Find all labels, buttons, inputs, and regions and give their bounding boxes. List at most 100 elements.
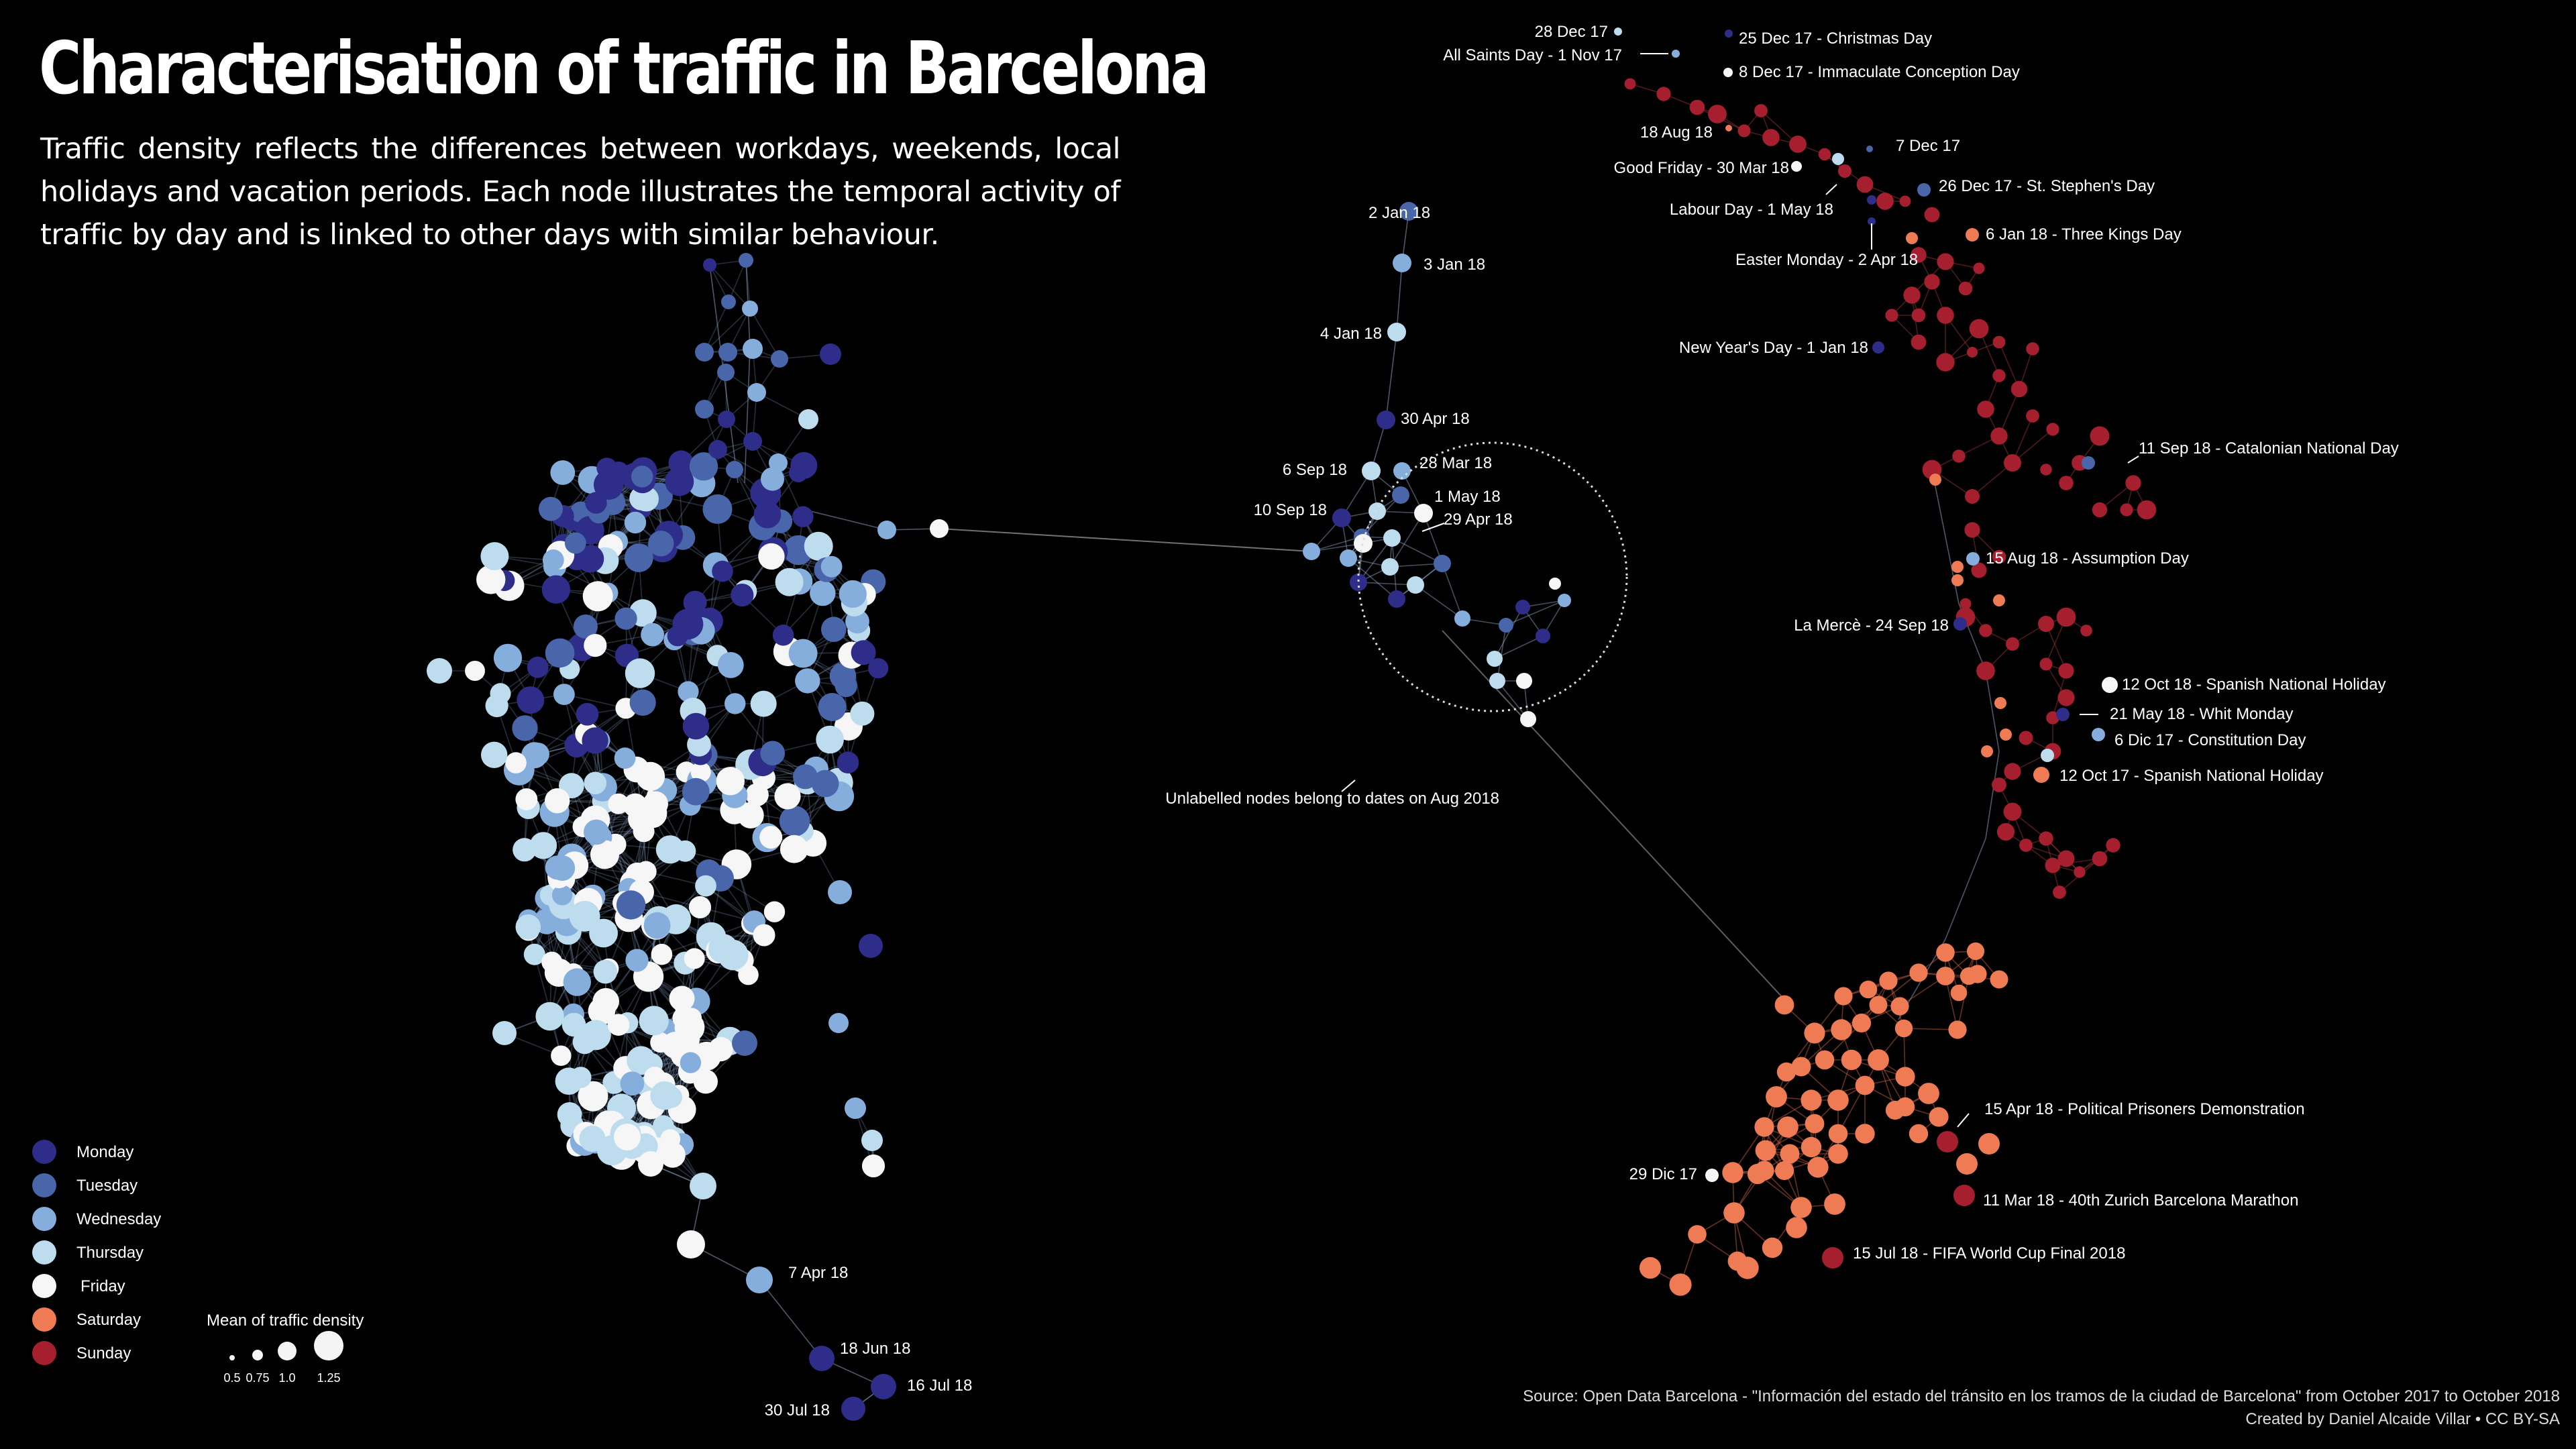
node-sunday <box>1656 87 1671 101</box>
node-sunday <box>2137 500 2157 520</box>
node-saturday <box>1774 1161 1794 1181</box>
node-friday <box>623 793 647 818</box>
node-friday <box>661 1032 689 1059</box>
node-friday <box>681 1008 702 1028</box>
node-wednesday <box>563 968 591 996</box>
node-wednesday <box>788 639 818 668</box>
node-tuesday <box>631 466 653 488</box>
node-sunday <box>2026 409 2039 423</box>
node-sunday <box>1789 136 1807 153</box>
node-sunday <box>2057 689 2075 706</box>
node-sunday <box>1958 281 1973 296</box>
node-sunday <box>2057 850 2075 867</box>
size-legend-circle <box>278 1342 297 1360</box>
node-label: 7 Apr 18 <box>788 1264 848 1282</box>
node-wednesday <box>743 339 763 359</box>
node-monday <box>712 560 733 582</box>
node-wednesday <box>769 453 788 472</box>
node-monday <box>703 258 716 272</box>
node-thursday <box>481 741 508 769</box>
node-saturday <box>1801 1089 1822 1111</box>
node-saturday <box>1894 1019 1913 1038</box>
node-saturday <box>1869 996 1888 1014</box>
legend-label: Saturday <box>76 1311 141 1329</box>
node-thursday <box>580 1020 611 1051</box>
node-friday <box>1549 578 1561 590</box>
node-thursday <box>593 959 618 984</box>
node-thursday <box>535 1002 564 1031</box>
legend: Monday Tuesday Wednesday Thursday Friday Satu… <box>32 1140 364 1385</box>
node-friday <box>745 783 769 806</box>
node-wednesday <box>810 580 836 606</box>
node-sunday <box>1992 777 2006 792</box>
node-wednesday <box>1303 543 1320 560</box>
node-saturday <box>1951 561 1964 573</box>
size-legend-title: Mean of traffic density <box>207 1311 364 1330</box>
page-subtitle: Traffic density reflects the differences… <box>40 132 1121 252</box>
node-tuesday <box>614 607 637 630</box>
node-friday <box>930 519 949 538</box>
node-saturday <box>1824 1193 1845 1215</box>
node-tuesday <box>779 806 810 837</box>
node-saturday <box>1804 1022 1825 1044</box>
node-tuesday <box>695 400 714 419</box>
node-friday <box>614 1124 641 1150</box>
node-saturday <box>1978 1133 2000 1155</box>
node-saturday <box>1994 697 2006 709</box>
node-sunday <box>1885 309 1898 322</box>
node-thursday <box>639 1006 669 1036</box>
node-sunday <box>1754 104 1768 117</box>
august-cluster-circle <box>1357 441 1628 712</box>
node-saturday <box>1855 1075 1875 1095</box>
node-monday <box>1872 341 1884 354</box>
node-monday <box>1868 217 1876 225</box>
node-thursday <box>708 934 739 964</box>
node-saturday <box>1956 1153 1978 1175</box>
page-title: Characterisation of traffic in Barcelona <box>39 27 1210 111</box>
node-saturday <box>1851 1013 1872 1033</box>
node-thursday <box>1614 28 1622 36</box>
node-sunday <box>1911 334 1927 350</box>
node-tuesday <box>545 638 575 668</box>
node-sunday <box>2010 380 2028 398</box>
node-thursday <box>650 1081 679 1110</box>
node-wednesday <box>724 693 746 714</box>
node-saturday <box>1780 1144 1800 1164</box>
node-label: All Saints Day - 1 Nov 17 <box>1443 46 1622 64</box>
august-note: Unlabelled nodes belong to dates on Aug … <box>1165 790 1499 808</box>
credit-note: Created by Daniel Alcaide Villar • CC BY… <box>2245 1410 2560 1428</box>
node-wednesday <box>641 623 664 647</box>
node-thursday <box>1383 529 1401 547</box>
node-monday <box>682 712 710 740</box>
node-sunday <box>1965 489 1980 504</box>
node-saturday <box>1828 1144 1848 1164</box>
legend-label: Tuesday <box>76 1177 138 1195</box>
node-sunday <box>1969 319 1989 339</box>
node-friday <box>551 1045 572 1066</box>
node-sunday <box>2006 637 2019 651</box>
node-sunday <box>1937 1131 1958 1152</box>
node-friday <box>737 802 764 829</box>
node-thursday <box>485 694 508 718</box>
node-sunday <box>1876 193 1894 210</box>
node-saturday <box>1929 1107 1949 1127</box>
node-saturday <box>1827 1089 1849 1111</box>
node-wednesday <box>820 555 843 578</box>
node-sunday <box>2074 866 2086 878</box>
node-friday <box>590 840 619 869</box>
node-tuesday <box>695 343 714 362</box>
node-sunday <box>2004 763 2021 780</box>
node-wednesday <box>493 643 523 672</box>
node-saturday <box>1993 594 2005 606</box>
node-sunday <box>2004 454 2021 472</box>
node-monday <box>576 702 599 726</box>
legend-swatch-friday <box>32 1274 56 1298</box>
node-saturday <box>1766 1086 1787 1108</box>
node-tuesday <box>732 1030 757 1056</box>
node-wednesday <box>526 743 549 766</box>
node-friday <box>688 896 712 918</box>
node-saturday <box>1776 1062 1796 1082</box>
node-saturday <box>1895 1067 1915 1087</box>
node-friday <box>738 964 759 985</box>
node-sunday <box>2039 831 2053 846</box>
